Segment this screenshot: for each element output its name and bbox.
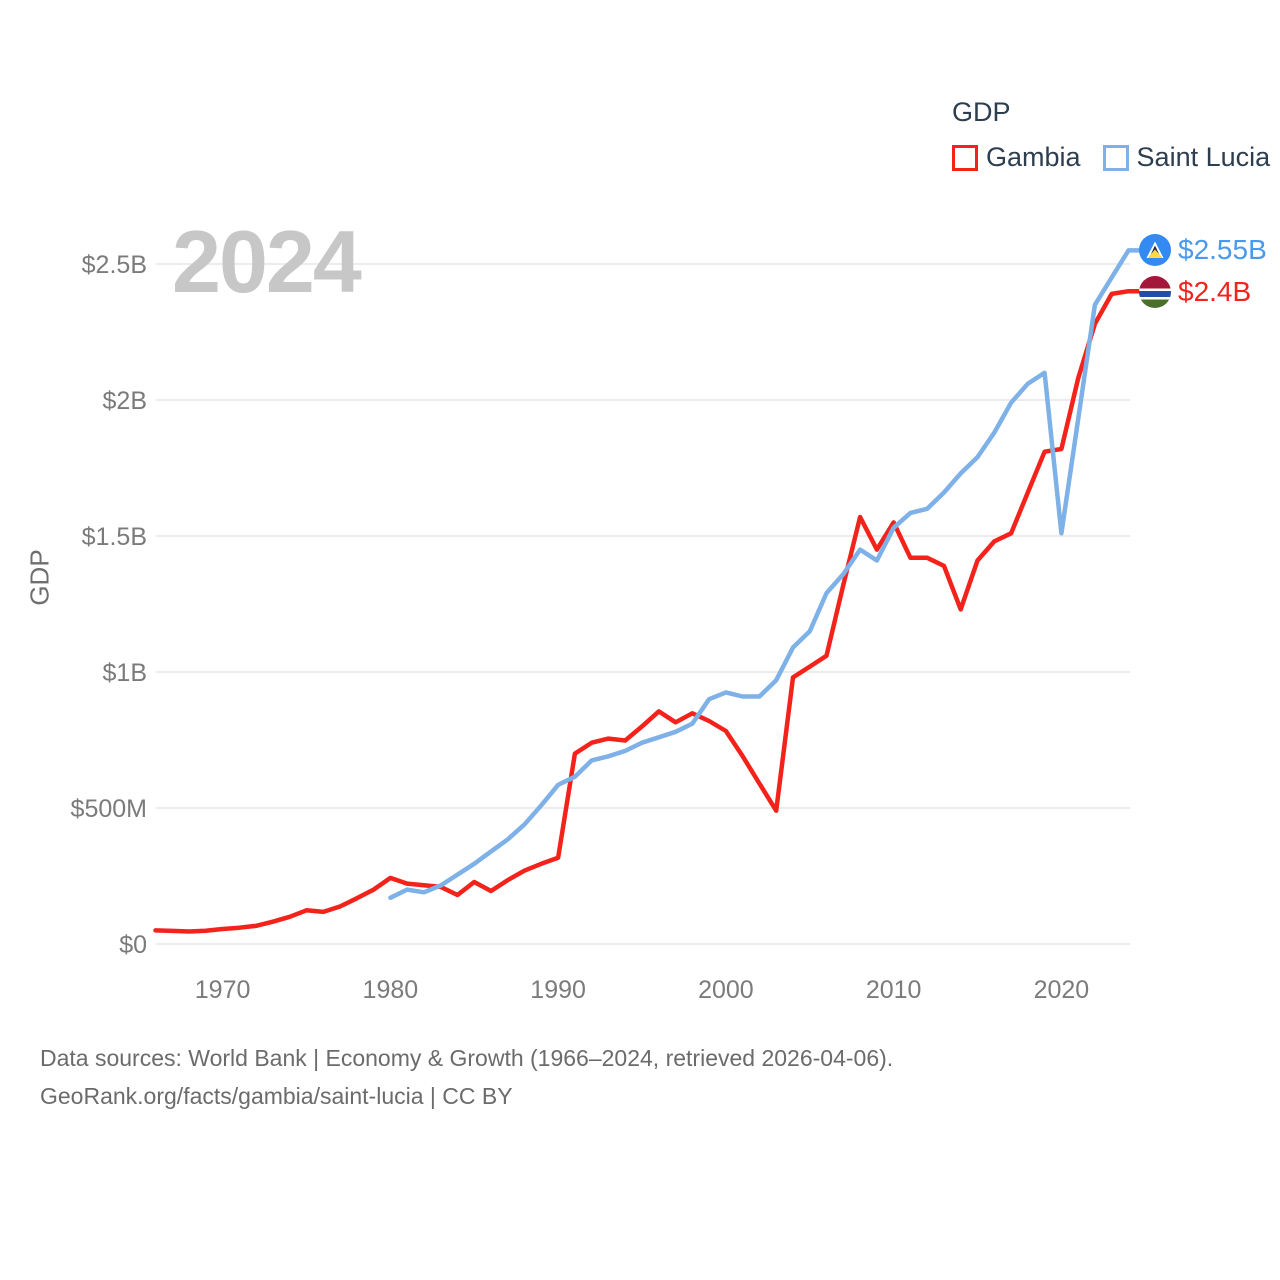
saint-lucia-swatch-icon [1102, 144, 1129, 171]
footer-attribution-link: GeoRank.org/facts/gambia/saint-lucia | C… [40, 1083, 513, 1109]
gambia-end-label: $2.4B [1139, 276, 1251, 308]
saint-lucia-value: $2.55B [1178, 234, 1267, 265]
saint-lucia-flag-icon [1139, 234, 1171, 266]
gambia-swatch-icon [952, 144, 978, 171]
legend-label-gambia: Gambia [986, 142, 1081, 172]
x-tick-label: 1980 [363, 976, 419, 1004]
y-tick-label: $2.5B [82, 251, 147, 279]
legend-item-gambia[interactable]: Gambia [952, 142, 1081, 173]
gambia-flag-icon [1139, 276, 1171, 308]
x-tick-label: 2000 [698, 976, 754, 1004]
watermark-year: 2024 [172, 212, 362, 311]
saint-lucia-end-label: $2.55B [1139, 234, 1267, 266]
x-tick-label: 1970 [195, 976, 251, 1004]
y-tick-label: $0 [119, 931, 147, 959]
gambia-line[interactable] [153, 288, 1142, 934]
legend: Gambia Saint Lucia [952, 142, 1270, 173]
legend-label-saint-lucia: Saint Lucia [1136, 142, 1271, 172]
gambia-value: $2.4B [1178, 276, 1252, 307]
legend-title: GDP [952, 97, 1011, 127]
y-tick-label: $1B [103, 659, 147, 687]
y-tick-label: $500M [71, 795, 147, 823]
y-tick-label: $2B [103, 387, 147, 415]
y-axis-title: GDP [24, 549, 55, 606]
x-tick-label: 2020 [1034, 976, 1090, 1004]
x-tick-label: 2010 [866, 976, 922, 1004]
y-tick-label: $1.5B [82, 523, 147, 551]
footer-data-sources: Data sources: World Bank | Economy & Gro… [40, 1045, 894, 1071]
x-tick-label: 1990 [530, 976, 586, 1004]
legend-item-saint-lucia[interactable]: Saint Lucia [1102, 142, 1271, 173]
saint-lucia-line[interactable] [388, 248, 1142, 901]
